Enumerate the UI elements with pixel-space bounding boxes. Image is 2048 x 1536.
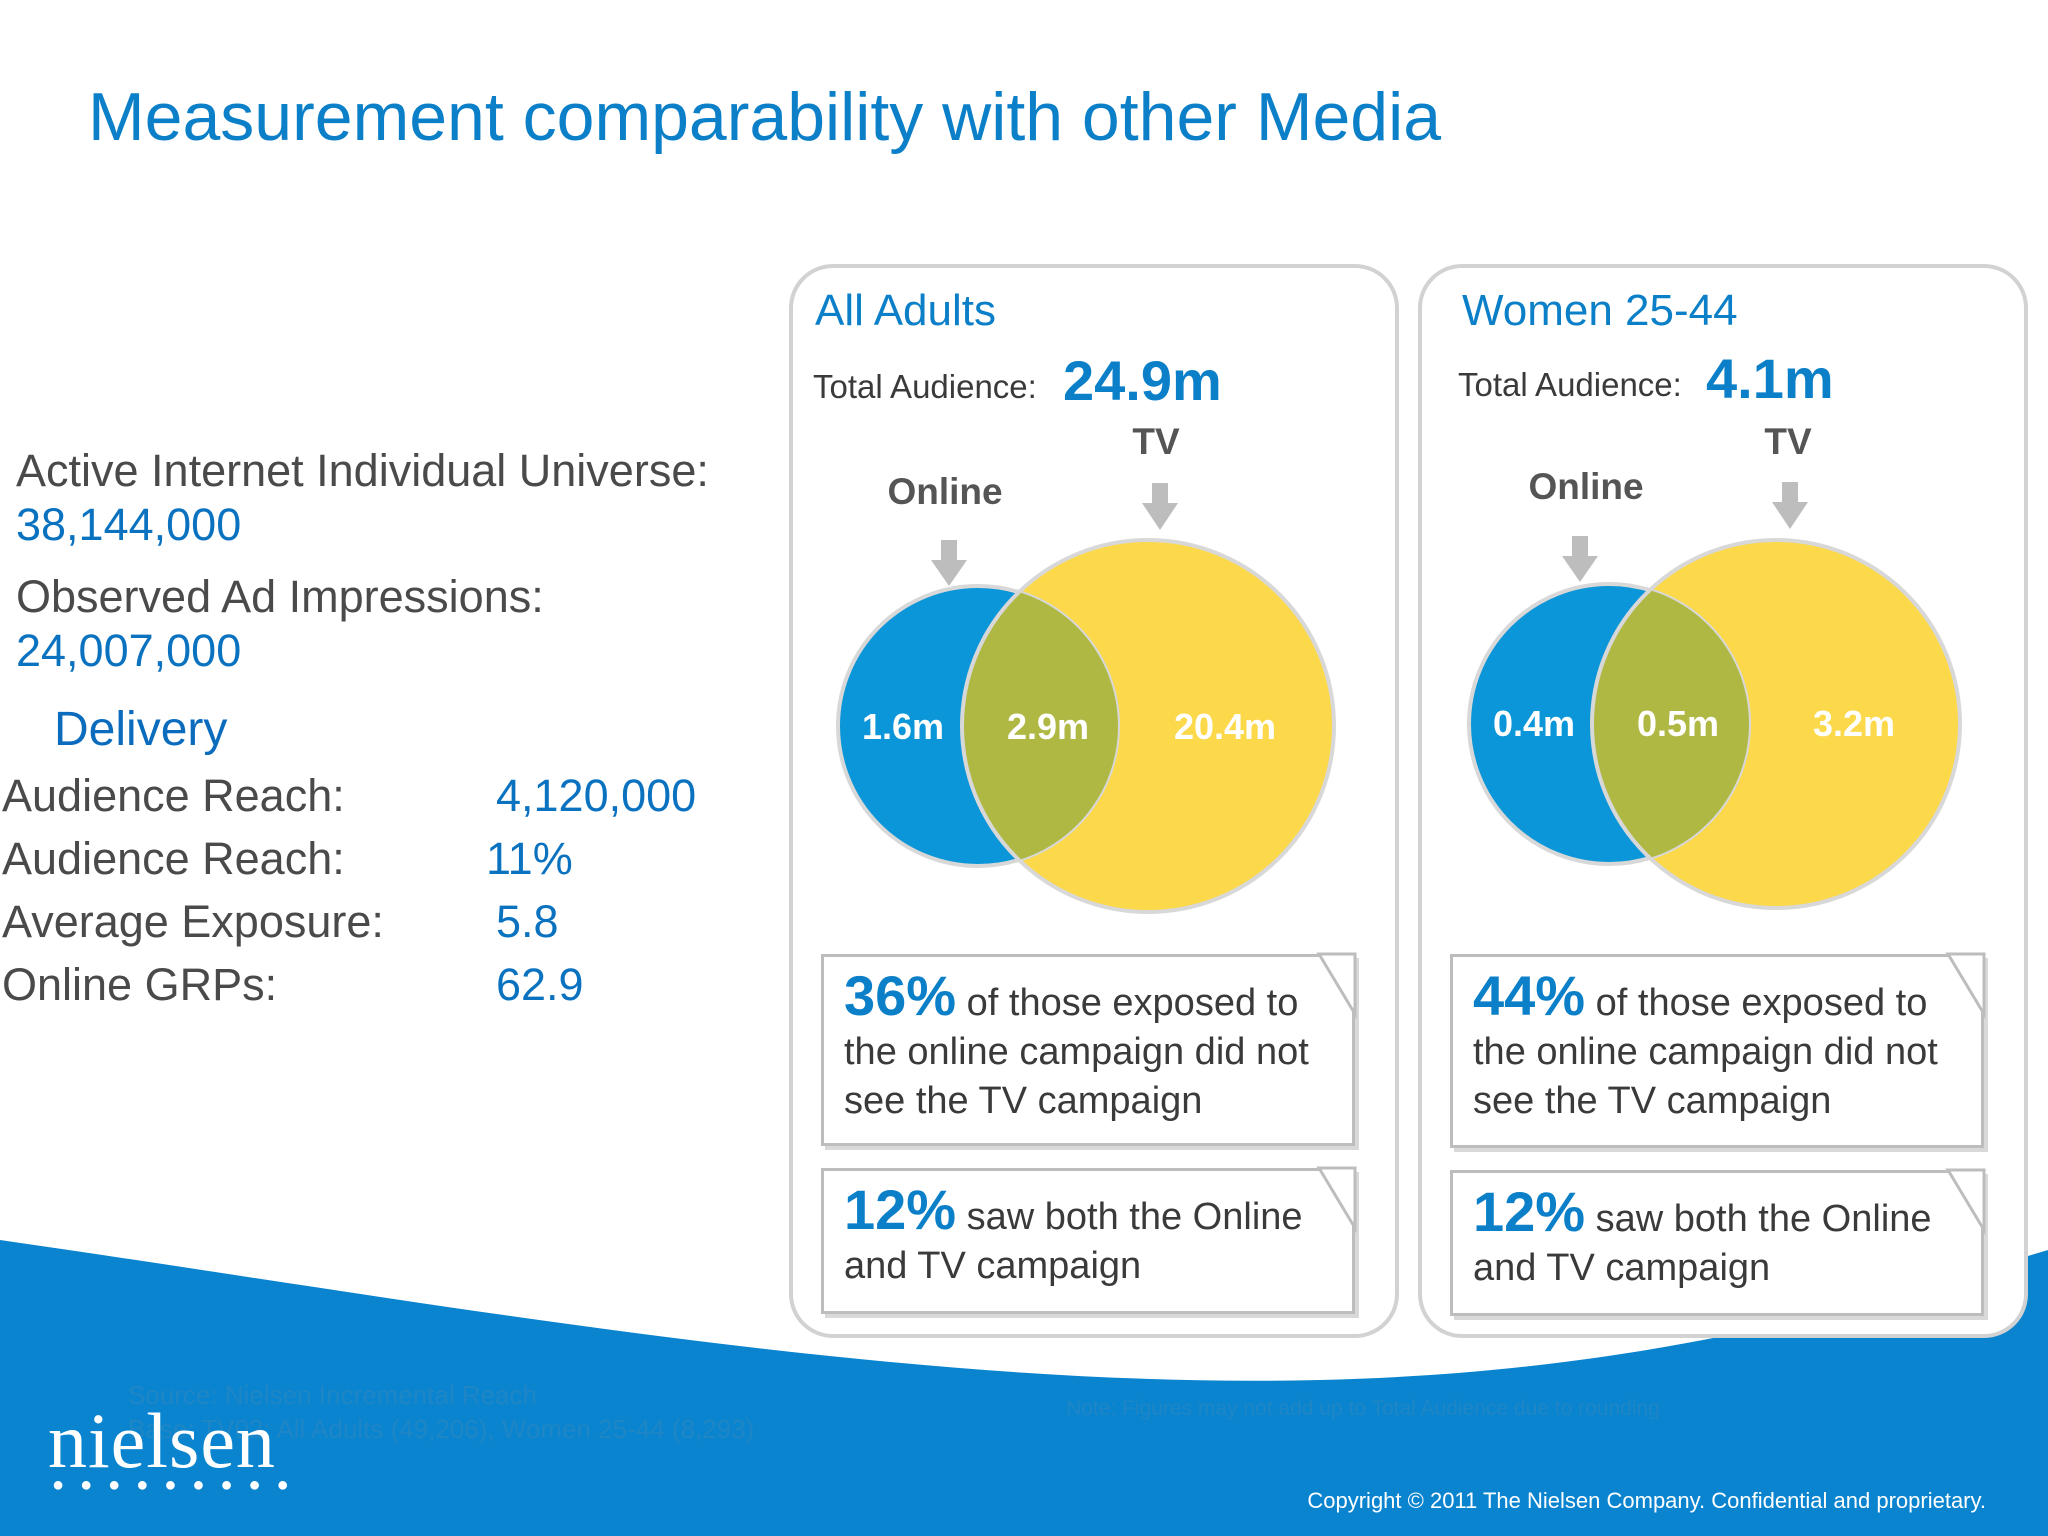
page-fold-icon xyxy=(1316,1166,1357,1234)
page-fold-icon xyxy=(1316,952,1357,1020)
online-only-value: 0.4m xyxy=(1493,703,1575,744)
callout-percent: 12% xyxy=(844,1178,957,1241)
universe-value: 38,144,000 xyxy=(16,499,242,550)
online-arrow-icon xyxy=(931,540,967,586)
delivery-row-label: Audience Reach: xyxy=(2,833,345,884)
source-note: Source: Nielsen Incremental Reach Base: … xyxy=(128,1378,754,1446)
delivery-row-value: 5.8 xyxy=(496,896,559,947)
panel-title: Women 25-44 xyxy=(1462,286,1738,335)
panel-women-25-44: Women 25-44 Total Audience: 4.1m Online … xyxy=(1418,264,2028,1338)
callout-both: 12% saw both the Online and TV campaign xyxy=(821,1166,1357,1314)
callout-text: saw both the Online and TV campaign xyxy=(844,1196,1303,1287)
callout-both: 12% saw both the Online and TV campaign xyxy=(1450,1168,1986,1316)
tv-arrow-icon xyxy=(1772,482,1808,529)
online-label: Online xyxy=(1528,466,1643,507)
callout-percent: 36% xyxy=(844,964,957,1027)
delivery-row-value: 11% xyxy=(486,833,573,884)
delivery-row-label: Audience Reach: xyxy=(2,770,345,821)
total-audience-value: 4.1m xyxy=(1706,347,1834,410)
overlap-value: 2.9m xyxy=(1007,706,1089,747)
impressions-value: 24,007,000 xyxy=(16,625,242,676)
tv-label: TV xyxy=(1764,421,1812,462)
online-label: Online xyxy=(887,471,1002,512)
panel-title: All Adults xyxy=(815,286,996,335)
callout-text: saw both the Online and TV campaign xyxy=(1473,1198,1932,1289)
callout-text: of those exposed to the online campaign … xyxy=(1473,982,1938,1122)
copyright: Copyright © 2011 The Nielsen Company. Co… xyxy=(1307,1488,1986,1513)
overlap-value: 0.5m xyxy=(1637,703,1719,744)
callout-online-only: 44% of those exposed to the online campa… xyxy=(1450,952,1986,1148)
rounding-note: Note: Figures may not add up to Total Au… xyxy=(1066,1397,1660,1420)
delivery-row-value: 62.9 xyxy=(496,959,584,1010)
page-title: Measurement comparability with other Med… xyxy=(88,79,1442,155)
delivery-row-value: 4,120,000 xyxy=(496,770,697,821)
impressions-label: Observed Ad Impressions: xyxy=(16,571,544,622)
nielsen-logo: nielsen xyxy=(48,1397,276,1484)
delivery-row-label: Online GRPs: xyxy=(2,959,278,1010)
venn-diagram: Online TV 0.4m 0.5m 3.2m xyxy=(1467,421,1962,910)
overlap-area xyxy=(960,586,1118,866)
universe-label: Active Internet Individual Universe: xyxy=(16,445,709,496)
page-fold-icon xyxy=(1945,952,1986,1020)
total-audience-value: 24.9m xyxy=(1063,349,1222,412)
callout-percent: 12% xyxy=(1473,1180,1586,1243)
delivery-heading: Delivery xyxy=(54,703,228,756)
delivery-row-label: Average Exposure: xyxy=(2,896,384,947)
venn-diagram: Online TV 1.6m 2.9m 20.4m xyxy=(836,421,1336,914)
base-line: Base: TV02: All Adults (49,206), Women 2… xyxy=(128,1414,755,1444)
callout-text: of those exposed to the online campaign … xyxy=(844,982,1309,1122)
tv-label: TV xyxy=(1132,421,1180,462)
tv-only-value: 20.4m xyxy=(1174,706,1276,747)
source-line: Source: Nielsen Incremental Reach xyxy=(128,1380,537,1410)
online-only-value: 1.6m xyxy=(862,706,944,747)
logo-dots: ●●●●●●●●● xyxy=(52,1474,305,1496)
overlap-area xyxy=(1590,584,1749,864)
panel-all-adults: All Adults Total Audience: 24.9m Online … xyxy=(789,264,1399,1338)
total-audience-label: Total Audience: xyxy=(1458,366,1682,403)
tv-only-value: 3.2m xyxy=(1813,703,1895,744)
page-fold-icon xyxy=(1945,1168,1986,1236)
callout-online-only: 36% of those exposed to the online campa… xyxy=(821,952,1357,1146)
tv-arrow-icon xyxy=(1142,483,1178,530)
online-arrow-icon xyxy=(1562,536,1598,582)
total-audience-label: Total Audience: xyxy=(813,368,1037,405)
callout-percent: 44% xyxy=(1473,964,1586,1027)
